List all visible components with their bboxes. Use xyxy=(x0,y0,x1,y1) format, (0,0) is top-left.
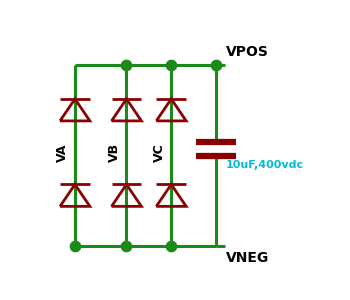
Point xyxy=(168,62,174,67)
Point xyxy=(124,244,129,249)
Point xyxy=(168,244,174,249)
Point xyxy=(72,244,78,249)
Text: VPOS: VPOS xyxy=(225,45,268,59)
Point xyxy=(124,62,129,67)
Text: 10uF,400vdc: 10uF,400vdc xyxy=(225,160,303,170)
Text: VNEG: VNEG xyxy=(225,251,269,265)
Text: VA: VA xyxy=(56,143,69,162)
Point xyxy=(213,62,219,67)
Text: VB: VB xyxy=(108,143,121,162)
Text: VC: VC xyxy=(153,143,166,162)
